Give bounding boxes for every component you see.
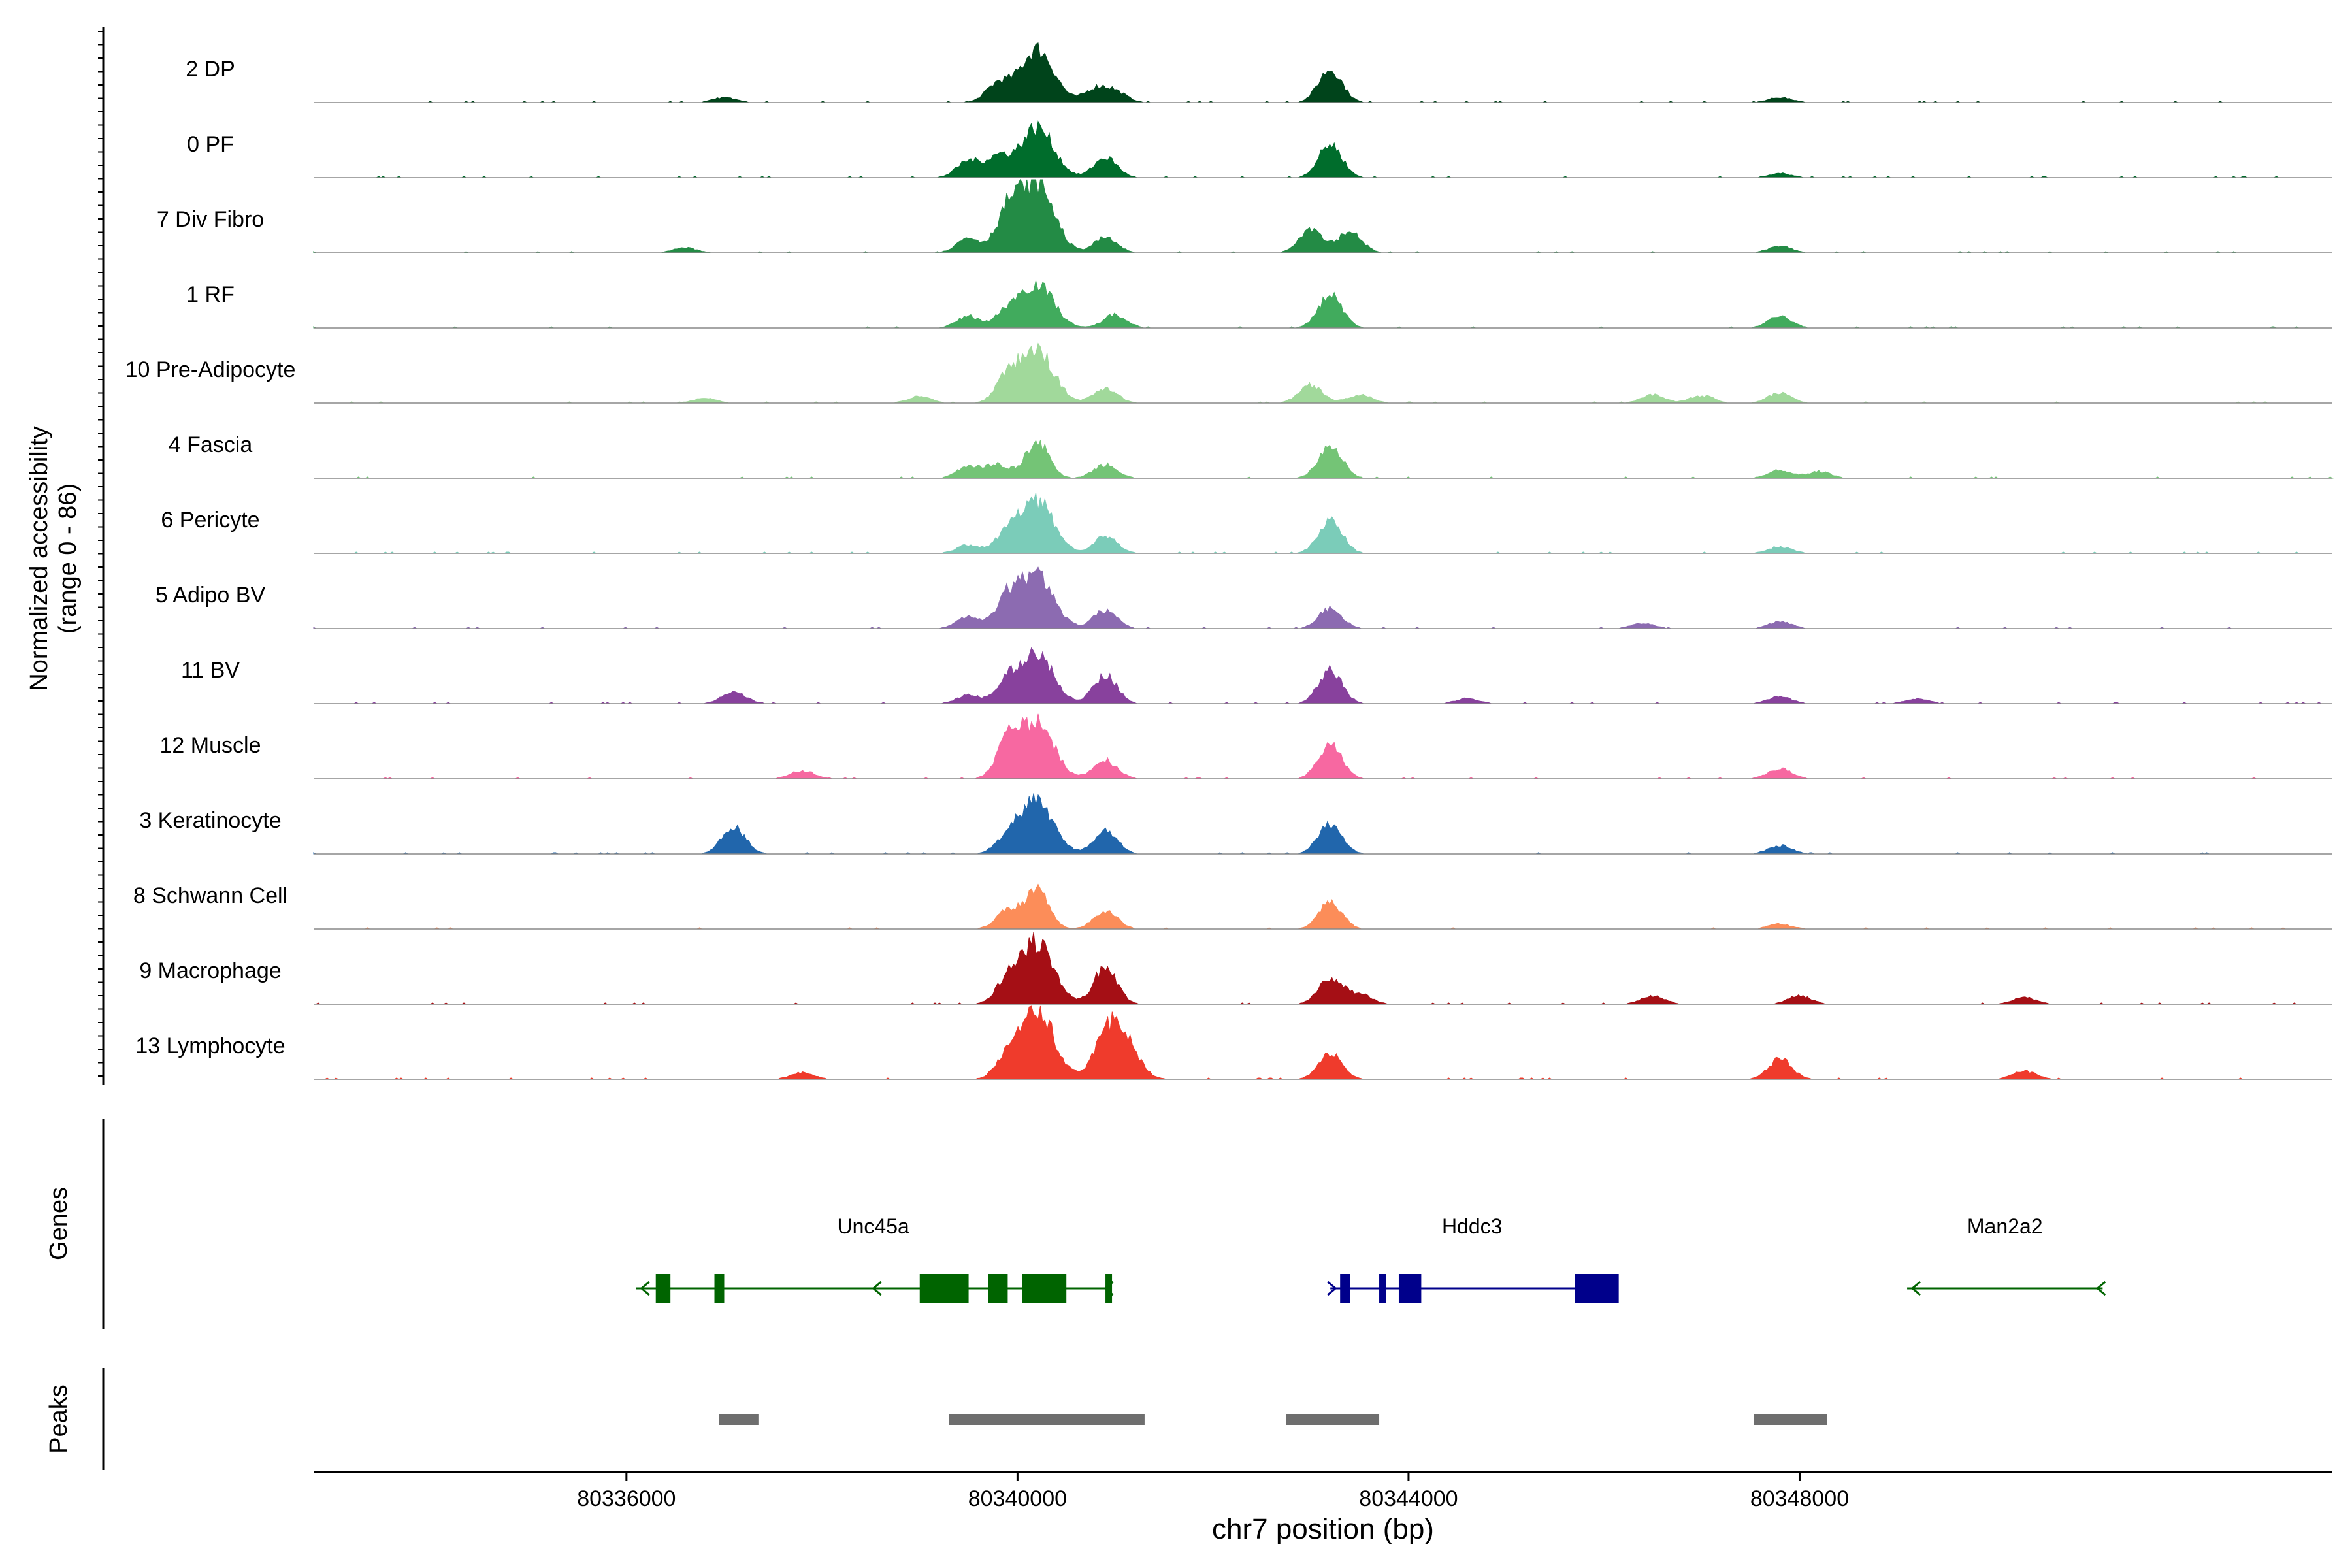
strand-arrow	[640, 1281, 650, 1296]
track-label: 2 DP	[186, 57, 235, 82]
track-label: 11 BV	[181, 658, 240, 683]
track-label: 1 RF	[186, 282, 235, 307]
peak-regions	[719, 1414, 1827, 1425]
coverage-area-8	[313, 566, 2332, 629]
gene-label: Hddc3	[1442, 1215, 1503, 1238]
peak-region-bar	[719, 1414, 759, 1425]
peak-region-bar	[1754, 1414, 1827, 1425]
gene-exon	[714, 1274, 725, 1303]
gene-exon	[1022, 1274, 1067, 1303]
gene-models: Unc45a Hddc3 Man2a2	[636, 1215, 2106, 1303]
y-axis-title: Normalized accessibility	[25, 426, 53, 691]
coverage-y-ticks	[98, 31, 103, 1077]
peaks-track-title: Peaks	[45, 1384, 73, 1454]
gene-exon	[1379, 1274, 1386, 1303]
x-tick-label: 80344000	[1359, 1486, 1458, 1511]
gene-exon	[988, 1274, 1008, 1303]
coverage-area-6	[314, 439, 2334, 479]
peak-region-bar	[1286, 1414, 1380, 1425]
strand-arrow	[1600, 1281, 1610, 1296]
track-label: 7 Div Fibro	[157, 207, 264, 232]
coverage-area-5	[314, 342, 2332, 404]
x-tick-label: 80340000	[968, 1486, 1067, 1511]
genes-track-title: Genes	[45, 1187, 73, 1260]
coverage-area-1	[314, 42, 2332, 103]
coverage-area-2	[314, 120, 2332, 178]
strand-arrow	[1910, 1281, 1921, 1296]
coverage-tracks: 2 DP 0 PF 7 Div Fibro 1 RF 10 Pre-Adipocyte 4…	[125, 42, 2334, 1080]
coverage-area-11	[313, 793, 2332, 855]
strand-arrow	[872, 1281, 882, 1296]
x-axis-title: chr7 position (bp)	[1212, 1513, 1434, 1545]
coverage-area-9	[314, 647, 2332, 704]
gene-exon	[1398, 1274, 1422, 1303]
coverage-area-3	[313, 179, 2332, 253]
x-tick-label: 80348000	[1750, 1486, 1849, 1511]
coverage-area-10	[314, 713, 2332, 779]
coverage-area-14	[314, 1005, 2332, 1080]
gene-exon	[919, 1274, 969, 1303]
track-label: 3 Keratinocyte	[139, 808, 281, 833]
track-label: 10 Pre-Adipocyte	[125, 357, 296, 382]
coverage-area-4	[313, 280, 2332, 329]
track-label: 9 Macrophage	[139, 958, 281, 983]
strand-arrow	[1327, 1281, 1337, 1296]
coverage-area-7	[314, 493, 2332, 554]
y-axis-range-label: (range 0 - 86)	[54, 483, 82, 634]
strand-arrow	[1103, 1281, 1114, 1296]
track-label: 13 Lymphocyte	[135, 1034, 285, 1058]
gene-exon	[1575, 1274, 1619, 1303]
track-label: 8 Schwann Cell	[133, 883, 287, 908]
track-label: 12 Muscle	[160, 733, 261, 758]
peak-region-bar	[949, 1414, 1145, 1425]
coverage-area-13	[314, 932, 2332, 1005]
strand-arrow	[2096, 1281, 2106, 1296]
track-label: 5 Adipo BV	[155, 583, 266, 608]
gene-exon	[1340, 1274, 1350, 1303]
gene-label: Unc45a	[838, 1215, 910, 1238]
x-axis-ticks: 80336000 80340000 80344000 80348000	[577, 1472, 1849, 1511]
track-label: 4 Fascia	[169, 433, 253, 457]
gene-label: Man2a2	[1967, 1215, 2043, 1238]
x-tick-label: 80336000	[577, 1486, 676, 1511]
gene-exon	[655, 1274, 671, 1303]
track-label: 0 PF	[187, 132, 234, 157]
gene-exon	[1105, 1274, 1113, 1303]
track-label: 6 Pericyte	[161, 508, 259, 532]
coverage-area-12	[314, 883, 2332, 930]
